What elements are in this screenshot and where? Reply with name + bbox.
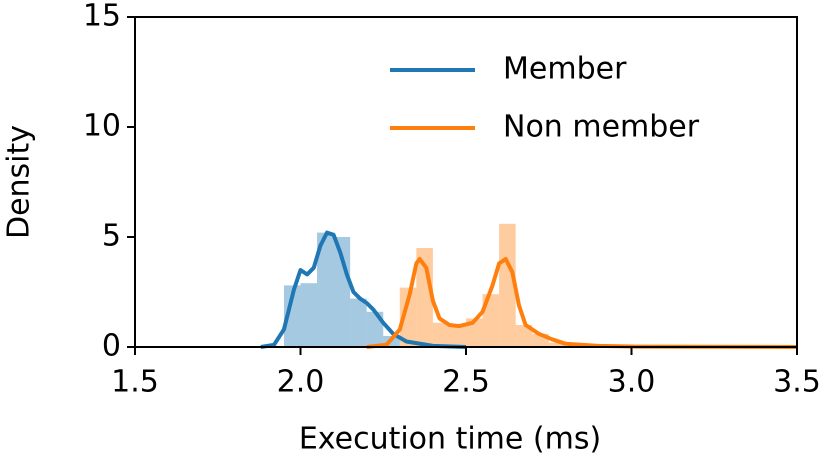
x-axis-label: Execution time (ms)	[299, 422, 601, 457]
x-tick-label: 2.5	[442, 365, 490, 400]
y-tick-label: 10	[83, 109, 121, 144]
histogram-bar	[283, 285, 301, 347]
histogram-bar	[399, 287, 417, 347]
x-tick-label: 3.0	[608, 365, 656, 400]
x-tick-label: 1.5	[111, 365, 159, 400]
histogram-bar	[333, 237, 351, 347]
histogram-bar	[499, 223, 516, 347]
x-tick-label: 3.5	[773, 365, 821, 400]
legend-label: Non member	[503, 110, 700, 145]
histogram-bar	[548, 342, 566, 347]
kde-line	[366, 257, 798, 349]
y-tick-label: 15	[83, 0, 121, 34]
histogram-bar	[317, 232, 334, 347]
histogram-bar	[515, 325, 533, 347]
histogram-bar	[466, 318, 483, 347]
kde-line	[260, 230, 467, 349]
histogram-bar	[449, 325, 466, 347]
histogram-bar	[482, 294, 500, 347]
y-tick-label: 5	[102, 219, 121, 254]
plot-frame	[134, 16, 798, 348]
x-tick-label: 2.0	[277, 365, 325, 400]
histogram-bar	[300, 283, 318, 347]
histogram-bar	[350, 298, 367, 347]
y-axis-label: Density	[2, 125, 37, 239]
histogram-bar	[432, 322, 450, 347]
legend-label: Member	[503, 52, 627, 87]
y-tick-label: 0	[102, 329, 121, 364]
